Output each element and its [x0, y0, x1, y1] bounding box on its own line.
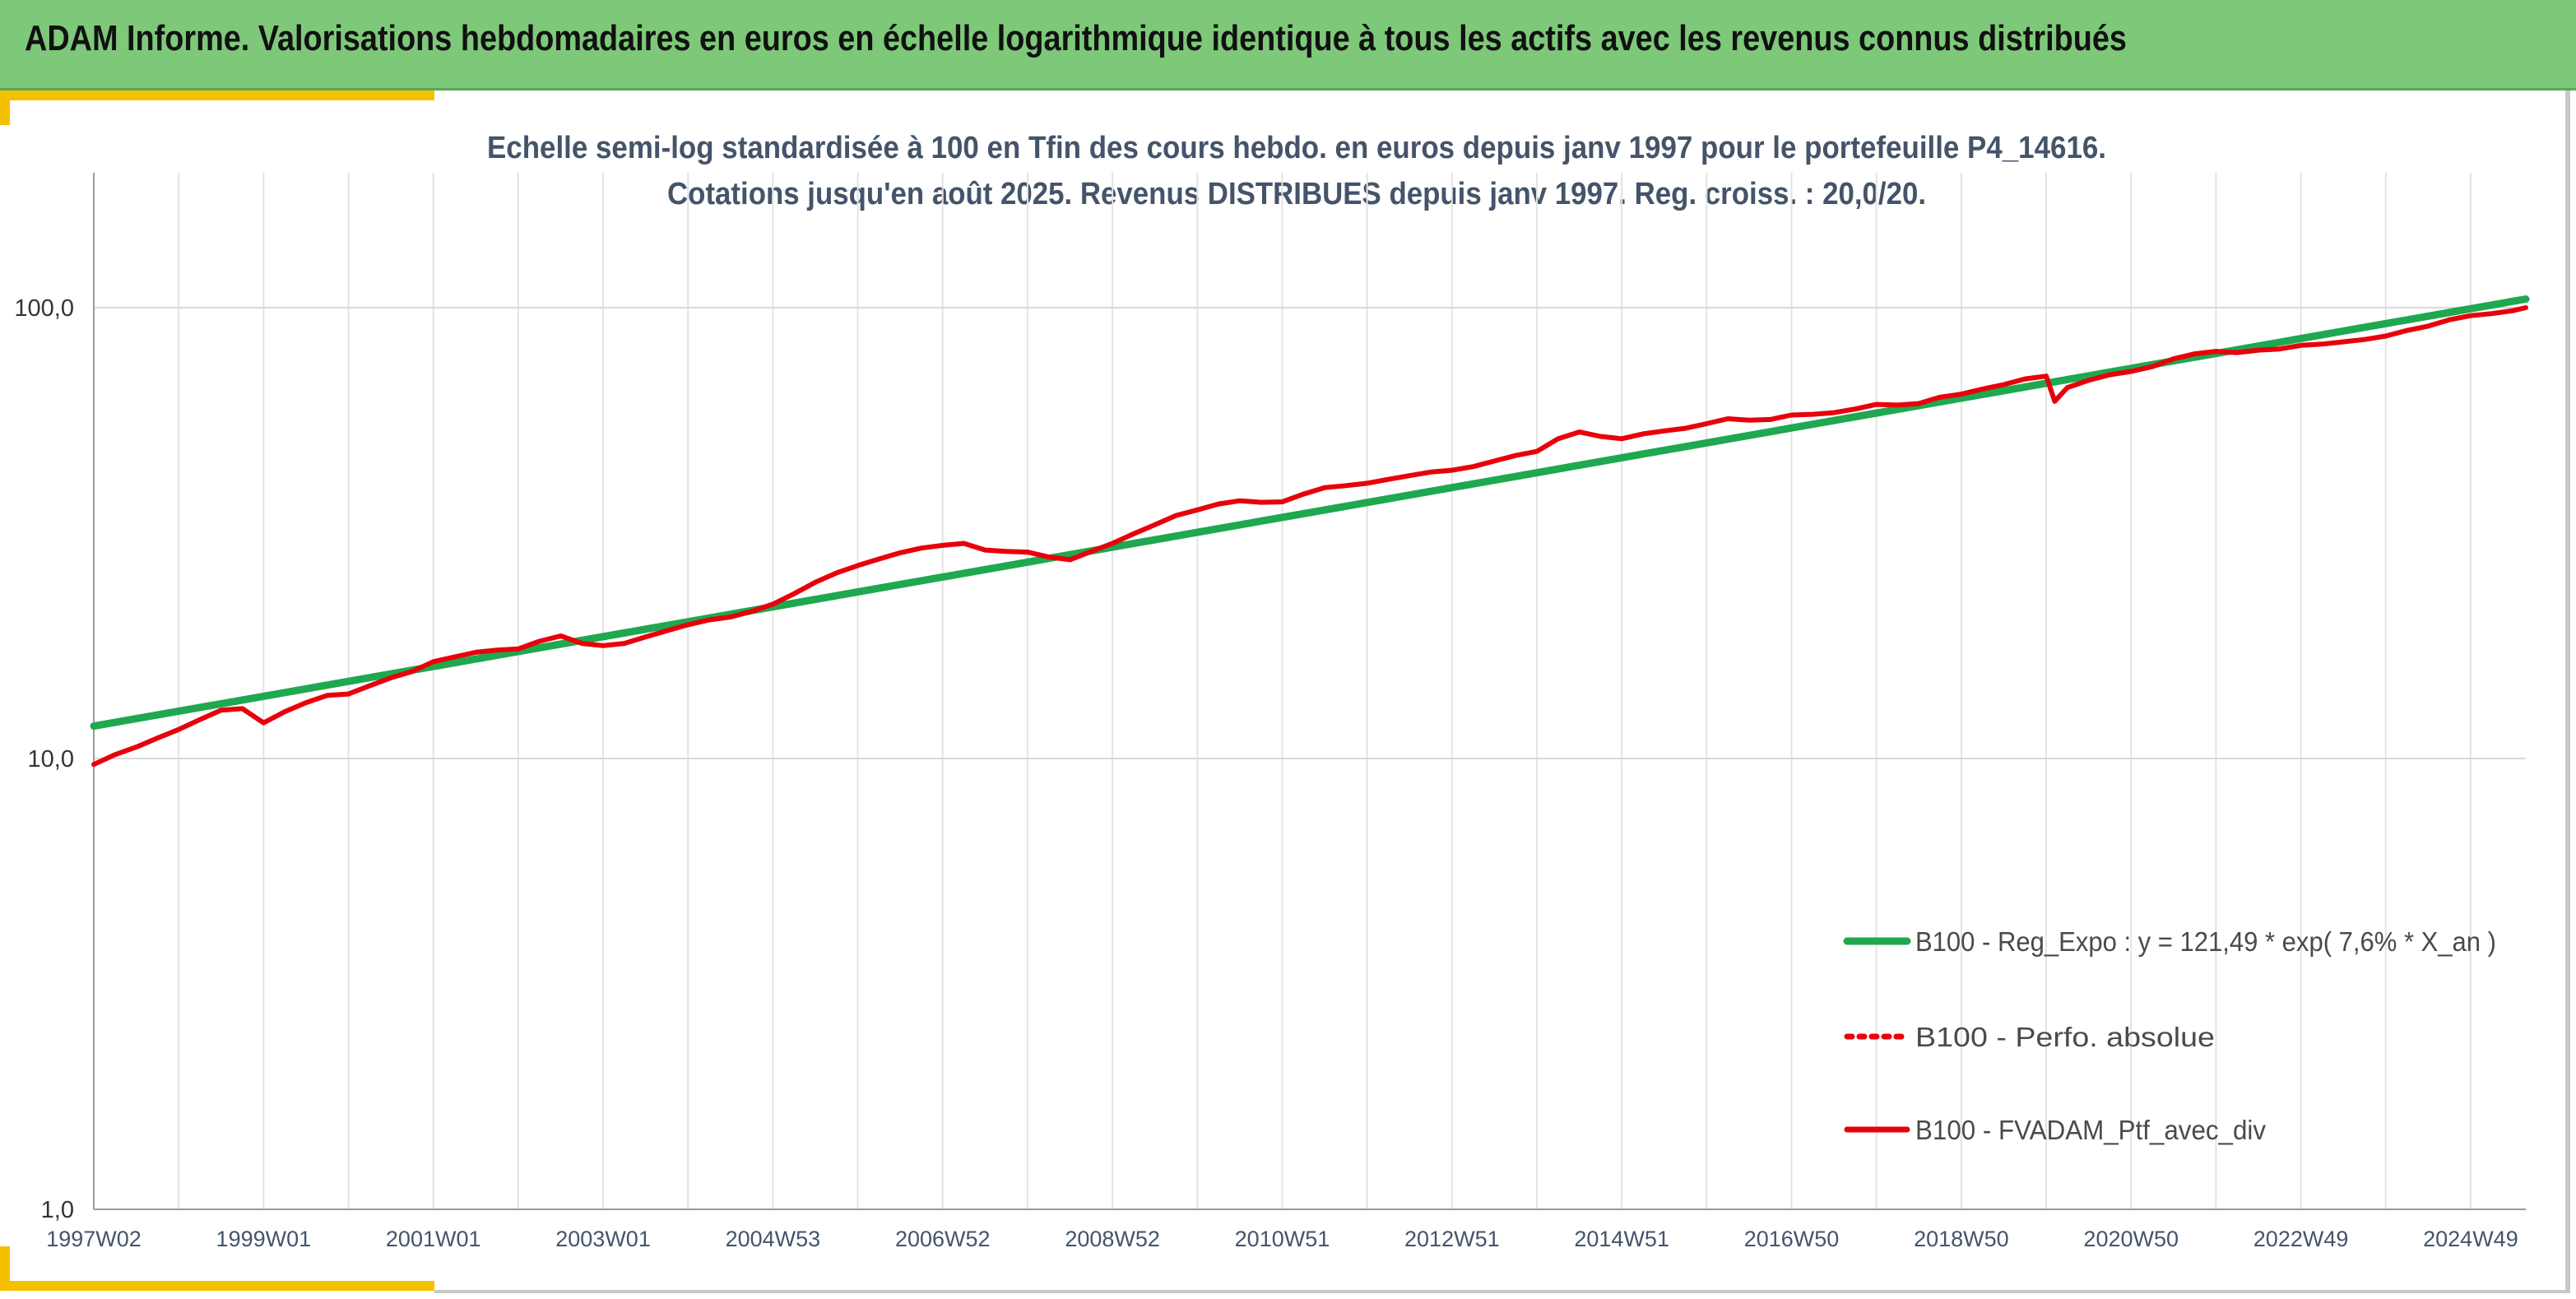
- chart-title-line-1: Echelle semi-log standardisée à 100 en T…: [487, 131, 2106, 165]
- x-tick-label: 2010W51: [1235, 1227, 1330, 1251]
- x-tick-label: 2012W51: [1404, 1227, 1500, 1251]
- tick-labels: 1,0 10,0 100,0 1997W02 1999W01 2001W01 2003W01…: [14, 295, 2518, 1251]
- x-tick-label: 2018W50: [1914, 1227, 2009, 1251]
- x-tick-label: 2016W50: [1744, 1227, 1840, 1251]
- x-tick-label: 2008W52: [1065, 1227, 1160, 1251]
- x-tick-label: 1999W01: [216, 1227, 312, 1251]
- page-title: ADAM Informe. Valorisations hebdomadaire…: [25, 18, 2127, 58]
- series-line-portfolio: [91, 305, 2528, 768]
- legend: B100 - Reg_Expo : y = 121,49 * exp( 7,6%…: [1843, 926, 2496, 1145]
- header-band: ADAM Informe. Valorisations hebdomadaire…: [0, 0, 2576, 90]
- x-tick-label: 2001W01: [386, 1227, 481, 1251]
- series-layer: [90, 295, 2530, 768]
- accent-bar-left-bottom: [0, 1246, 10, 1291]
- y-tick-label: 1,0: [41, 1197, 74, 1223]
- chart-title-line-2: Cotations jusqu'en août 2025. Revenus DI…: [667, 177, 1926, 211]
- frame-border-bottom: [434, 1290, 2570, 1293]
- legend-label-perfo-absolue: B100 - Perfo. absolue: [1915, 1022, 2215, 1052]
- accent-bar-left-top: [0, 90, 10, 125]
- x-tick-label: 2024W49: [2423, 1227, 2518, 1251]
- x-tick-label: 2003W01: [555, 1227, 651, 1251]
- series-line-regression: [90, 295, 2530, 731]
- x-tick-label: 1997W02: [46, 1227, 142, 1251]
- x-tick-label: 2014W51: [1574, 1227, 1669, 1251]
- axes: [93, 173, 2526, 1210]
- accent-bar-top: [0, 90, 434, 100]
- y-tick-label: 10,0: [28, 746, 74, 772]
- frame-border-right: [2565, 90, 2570, 1292]
- x-tick-label: 2020W50: [2083, 1227, 2179, 1251]
- x-tick-label: 2006W52: [895, 1227, 991, 1251]
- gridlines: [93, 173, 2526, 1210]
- legend-label-portfolio: B100 - FVADAM_Ptf_avec_div: [1915, 1115, 2266, 1145]
- x-tick-label: 2022W49: [2253, 1227, 2349, 1251]
- accent-bar-bottom: [0, 1281, 434, 1291]
- legend-label-regression: B100 - Reg_Expo : y = 121,49 * exp( 7,6%…: [1915, 926, 2496, 957]
- x-tick-label: 2004W53: [726, 1227, 821, 1251]
- y-tick-label: 100,0: [14, 295, 74, 322]
